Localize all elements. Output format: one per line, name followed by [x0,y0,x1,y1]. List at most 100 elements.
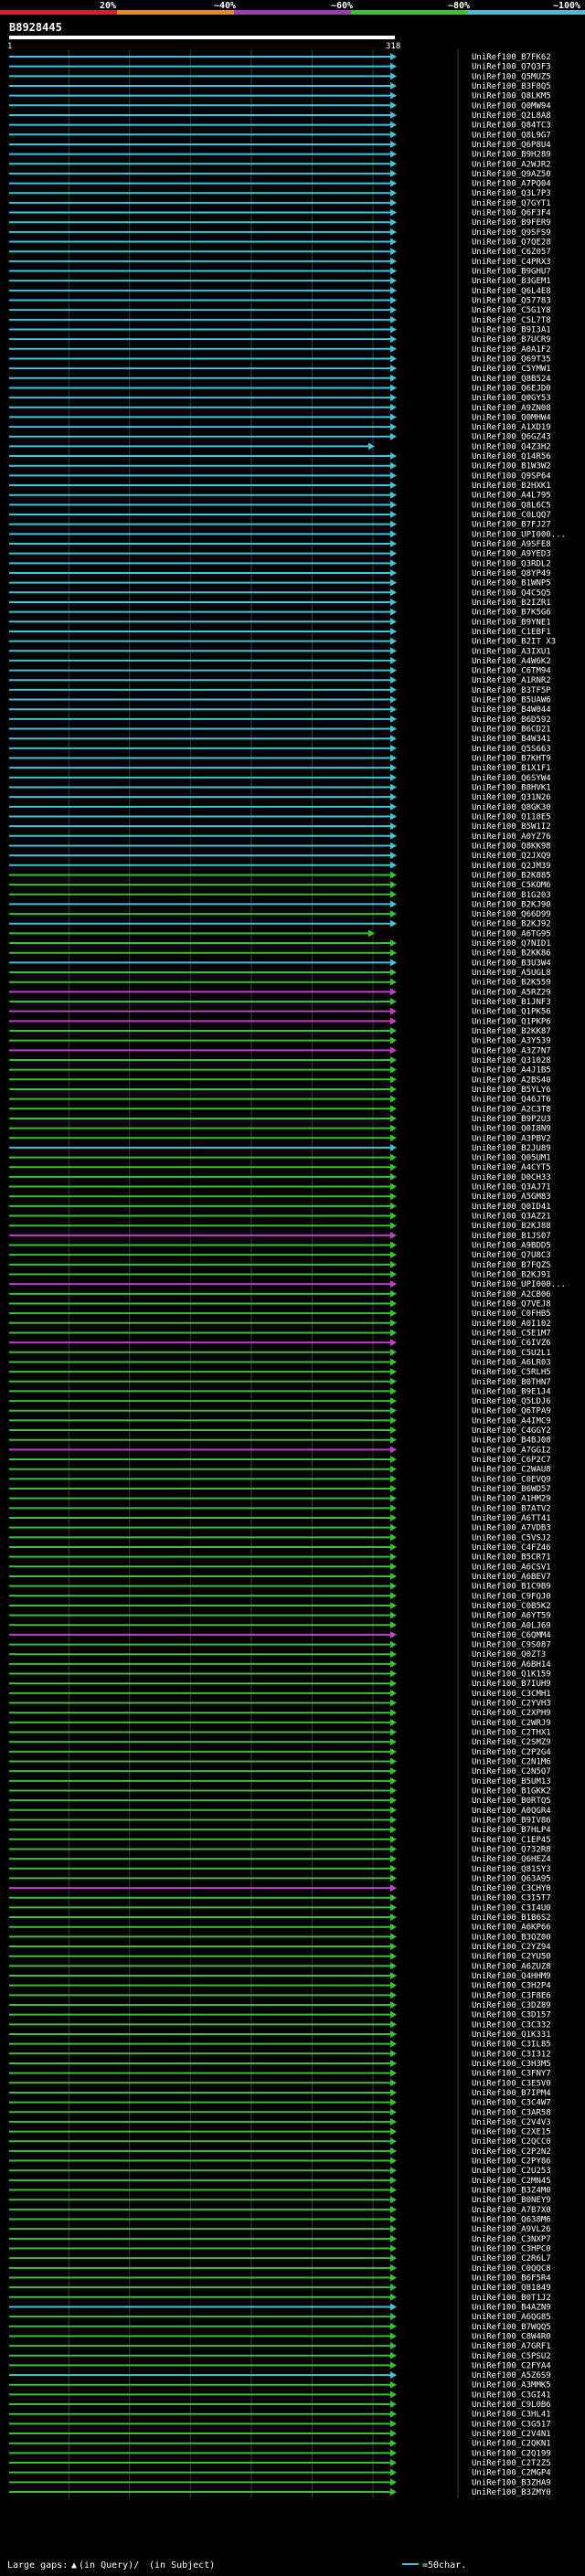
hit-label: UniRef100_Q8YP49 [472,569,551,578]
hit-label: UniRef100_B5YLY6 [472,1086,551,1095]
hit-label: UniRef100_C3DZ89 [472,2001,551,2010]
hit-label: UniRef100_Q05UM1 [472,1154,551,1163]
hit-label: UniRef100_C2R6L7 [472,2254,551,2263]
hit-arrow [390,2332,397,2340]
hit-arrow [390,656,397,664]
hit-label: UniRef100_C8W4R0 [472,2332,551,2341]
hit-label: UniRef100_A6BH14 [472,1660,551,1670]
hit-arrow [390,2196,397,2204]
hit-label: UniRef100_C3CMH1 [472,1690,551,1699]
hit-label: UniRef100_Q5MUZ5 [472,72,551,81]
hit-label: UniRef100_Q0ID41 [472,1203,551,1212]
hit-label: UniRef100_B5CR71 [472,1553,551,1563]
hit-arrow [390,2263,397,2272]
hit-arrow [390,1475,397,1483]
hit-arrow [390,1563,397,1571]
scale-label: ~40% [214,1,236,11]
hit-arrow [390,1036,397,1044]
hit-label: UniRef100_B1C9B9 [472,1583,551,1592]
hit-label: UniRef100_Q6EJD0 [472,384,551,393]
hit-label: UniRef100_C3CHY0 [472,1884,551,1893]
hit-arrow [390,1027,397,1034]
hit-arrow [390,1339,397,1347]
hit-label: UniRef100_Q6GZ43 [472,433,551,442]
hit-label: UniRef100_A5RZ29 [472,988,551,997]
hit-label: UniRef100_A0I102 [472,1320,551,1329]
hit-label: UniRef100_Q0I8N9 [472,1125,551,1134]
scale-segment [0,10,118,15]
hit-label: UniRef100_B9P2U3 [472,1115,551,1124]
hit-label: UniRef100_B2KK87 [472,1027,551,1036]
hit-arrow [390,72,397,80]
hit-label: UniRef100_Q9SFS9 [472,228,551,238]
hit-label: UniRef100_B0NEY9 [472,2196,551,2205]
hit-arrow [390,2449,397,2457]
hit-label: UniRef100_B9H289 [472,151,551,160]
hit-arrow [390,2147,397,2155]
hit-label: UniRef100_Q3L7P3 [472,189,551,198]
hit-arrow [390,1893,397,1902]
hit-label: UniRef100_Q8KK98 [472,842,551,851]
hit-label: UniRef100_A6KP66 [472,1924,551,1933]
hit-label: UniRef100_A7PQ04 [472,180,551,189]
hit-label: UniRef100_Q0GY53 [472,394,551,403]
tick-label-start: 1 [7,42,12,51]
hit-label: UniRef100_C0QQC8 [472,2264,551,2274]
hit-label: UniRef100_C5G1Y8 [472,306,551,315]
hit-arrow [390,452,397,461]
hit-label: UniRef100_B1JNF3 [472,998,551,1007]
hit-arrow [390,1816,397,1824]
hit-arrow [390,1465,397,1473]
hit-arrow [390,568,397,577]
hit-arrow [390,1845,397,1853]
hit-label: UniRef100_A7GRF1 [472,2342,551,2351]
hit-arrow [390,1621,397,1629]
hit-label: UniRef100_C6QMM4 [472,1631,551,1640]
hit-label: UniRef100_B7IPM4 [472,2089,551,2098]
hit-arrow [390,345,397,353]
hit-label: UniRef100_C2T2Z5 [472,2459,551,2468]
hit-arrow [390,179,397,187]
hit-arrow [390,423,397,431]
hit-arrow [390,384,397,392]
hit-arrow [390,1884,397,1892]
scale-segment [117,10,235,15]
hit-label: UniRef100_A5GM83 [472,1193,551,1202]
hit-arrow [390,969,397,977]
hit-arrow [390,1542,397,1551]
hit-arrow [390,1874,397,1882]
hit-label: UniRef100_Q8L9G7 [472,131,551,140]
hit-arrow [390,2079,397,2087]
hit-label: UniRef100_A6TT41 [472,1514,551,1523]
hit-label: UniRef100_C2WAU8 [472,1466,551,1475]
hit-arrow [390,121,397,129]
hit-label: UniRef100_Q1PK56 [472,1008,551,1017]
hit-label: UniRef100_C3F8E6 [472,1991,551,2000]
hit-label: UniRef100_Q1K159 [472,1670,551,1680]
hit-arrow [390,2430,397,2438]
hit-arrow [390,540,397,547]
hit-arrow [390,208,397,217]
hit-arrow [390,2137,397,2146]
hit-arrow [390,1172,397,1181]
hit-arrow [390,2127,397,2136]
hit-label: UniRef100_C3C4W7 [472,2099,551,2108]
hit-arrow [390,2293,397,2301]
hit-arrow [390,1182,397,1191]
hit-arrow [390,1592,397,1600]
hit-arrow [390,1728,397,1736]
query-gap-glyph: ▲ [71,2560,77,2571]
hit-label: UniRef100_Q2JM39 [472,862,551,871]
query-id: B8928445 [9,21,62,34]
hit-label: UniRef100_B3GEM1 [472,277,551,286]
hit-arrow [390,267,397,275]
hit-arrow [390,910,397,918]
hit-label: UniRef100_A2CB06 [472,1290,551,1299]
hit-label: UniRef100_Q6HEZ4 [472,1855,551,1864]
hit-arrow [390,2420,397,2428]
hit-label: UniRef100_Q3AZ21 [472,1213,551,1222]
hit-label: UniRef100_B1JS07 [472,1232,551,1241]
in-subject-text: (in Subject) [149,2560,215,2571]
hit-label: UniRef100_C9S087 [472,1641,551,1650]
